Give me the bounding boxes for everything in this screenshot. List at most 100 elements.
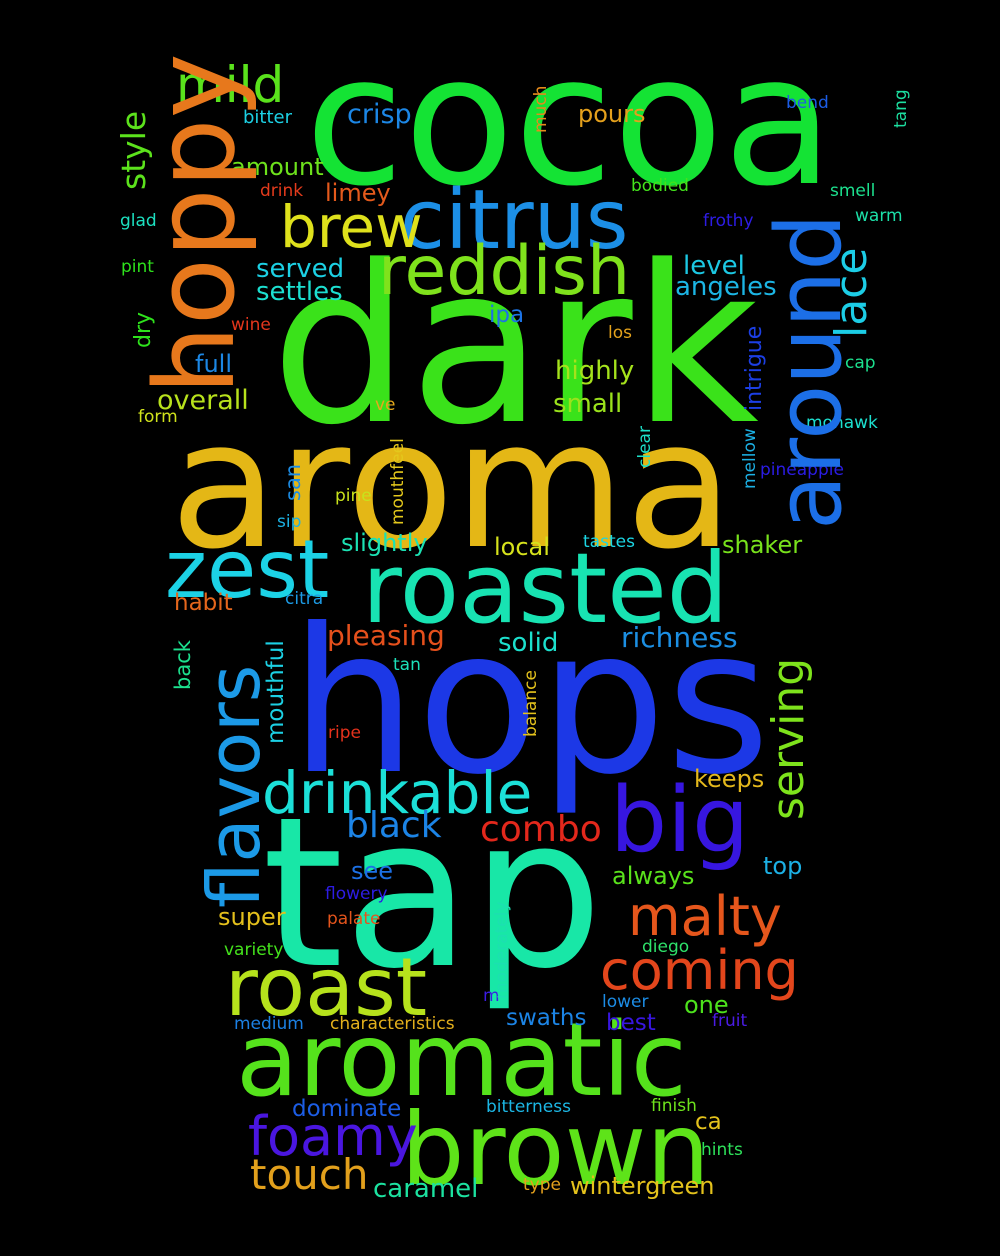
word-balance: balance: [521, 670, 541, 737]
word-diego: diego: [642, 937, 690, 957]
word-flowery: flowery: [325, 884, 388, 904]
word-glad: glad: [120, 211, 157, 231]
word-big: big: [610, 768, 750, 873]
word-ve: ve: [375, 395, 396, 415]
word-mellow: mellow: [740, 428, 760, 489]
word-caramel: caramel: [373, 1174, 479, 1204]
word-type: type: [523, 1175, 561, 1195]
word-roasted: roasted: [362, 532, 729, 645]
word-tan: tan: [393, 655, 421, 675]
word-ipa: ipa: [489, 302, 525, 328]
word-sip: sip: [277, 512, 302, 532]
word-combo: combo: [480, 809, 602, 850]
word-mild: mild: [176, 56, 285, 114]
word-touch: touch: [250, 1150, 369, 1199]
word-variety: variety: [224, 940, 284, 960]
word-small: small: [553, 389, 623, 419]
word-slightly: slightly: [341, 529, 428, 557]
word-san: san: [281, 463, 305, 501]
word-local: local: [494, 533, 550, 561]
word-pineapple: pineapple: [760, 460, 844, 480]
word-aromatic: aromatic: [236, 1001, 687, 1120]
word-style: style: [114, 110, 153, 190]
word-finish: finish: [651, 1096, 697, 1116]
word-always: always: [612, 862, 695, 890]
word-hoppy: hoppy: [131, 53, 259, 395]
word-tastes: tastes: [583, 532, 635, 552]
word-solid: solid: [498, 628, 559, 658]
word-wintergreen: wintergreen: [570, 1172, 715, 1200]
word-palate: palate: [327, 909, 381, 929]
word-moderately: moderately: [492, 901, 512, 999]
word-best: best: [606, 1010, 656, 1036]
word-citrus: citrus: [400, 173, 629, 268]
word-aroma: aroma: [170, 383, 734, 588]
word-intrigue: intrigue: [742, 325, 767, 411]
word-reddish: reddish: [378, 232, 631, 311]
word-serving: serving: [763, 657, 814, 820]
word-foamy: foamy: [248, 1105, 418, 1168]
word-tang: tang: [891, 89, 911, 128]
word-lace: lace: [826, 247, 877, 338]
word-form: form: [138, 407, 178, 427]
word-mouthful: mouthful: [263, 640, 289, 744]
word-drinkable: drinkable: [262, 759, 533, 827]
word-back: back: [171, 640, 195, 690]
word-hops: hops: [290, 586, 771, 819]
word-limey: limey: [325, 179, 391, 207]
word-shaker: shaker: [722, 531, 803, 559]
word-lower: lower: [602, 992, 649, 1012]
word-drink: drink: [260, 181, 304, 201]
word-tap: tap: [262, 773, 604, 1015]
word-flavors: flavors: [192, 664, 276, 908]
word-cocoa: cocoa: [305, 17, 834, 226]
word-level: level: [683, 251, 745, 281]
word-cap: cap: [845, 353, 876, 373]
word-clear: clear: [635, 426, 655, 468]
word-ca: ca: [695, 1109, 722, 1135]
word-smell: smell: [830, 181, 876, 201]
word-super: super: [218, 903, 286, 931]
word-bend: bend: [786, 93, 829, 113]
word-top: top: [763, 852, 803, 880]
word-bitterness: bitterness: [486, 1097, 571, 1117]
word-fruit: fruit: [712, 1011, 748, 1031]
word-bodied: bodied: [631, 176, 689, 196]
word-crisp: crisp: [347, 99, 412, 130]
word-served: served: [256, 254, 345, 284]
word-see: see: [351, 857, 394, 885]
word-mouthfeel: mouthfeel: [388, 438, 408, 525]
word-much: much: [531, 85, 551, 133]
word-pint: pint: [121, 257, 154, 277]
word-malty: malty: [628, 885, 782, 948]
word-pine: pine: [335, 486, 372, 506]
word-wine: wine: [231, 315, 271, 335]
word-dry: dry: [131, 311, 156, 348]
word-keeps: keeps: [694, 765, 765, 793]
word-angeles: angeles: [675, 272, 777, 302]
word-frothy: frothy: [703, 211, 754, 231]
word-dark: dark: [271, 220, 759, 473]
word-pours: pours: [578, 100, 646, 128]
word-characteristics: characteristics: [330, 1014, 455, 1034]
word-one: one: [684, 991, 729, 1019]
word-warm: warm: [855, 206, 903, 226]
word-mohawk: mohawk: [806, 413, 878, 433]
word-coming: coming: [600, 939, 799, 1002]
word-bitter: bitter: [243, 107, 293, 128]
word-dominate: dominate: [292, 1096, 402, 1122]
word-full: full: [195, 350, 232, 378]
word-roast: roast: [225, 941, 428, 1034]
word-brew: brew: [280, 193, 423, 261]
word-medium: medium: [234, 1014, 304, 1034]
word-amount: amount: [231, 153, 324, 181]
word-m: m: [483, 986, 500, 1006]
word-black: black: [346, 805, 442, 846]
word-citra: citra: [285, 589, 324, 609]
word-brown: brown: [401, 1091, 710, 1208]
word-settles: settles: [256, 277, 343, 307]
word-richness: richness: [621, 621, 738, 654]
word-hints: hints: [701, 1140, 743, 1160]
word-habit: habit: [174, 590, 233, 616]
